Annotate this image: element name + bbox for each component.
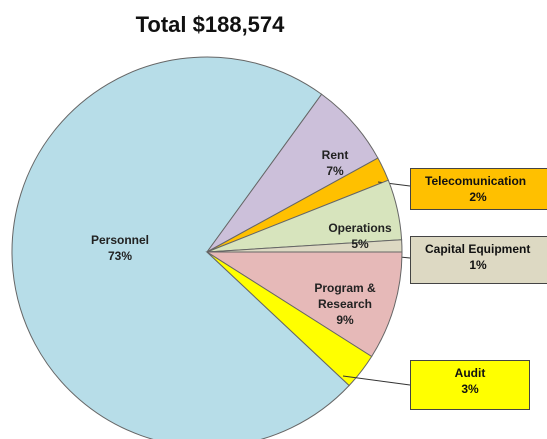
slice-name: Program & Research (314, 281, 376, 311)
slice-label: Program & Research 9% (295, 280, 395, 328)
slice-value: 73% (107, 249, 133, 263)
slice-value: 1% (469, 258, 487, 272)
slice-name: Rent (321, 148, 349, 162)
callout-box: Capital Equipment 1% (410, 236, 547, 284)
slice-label: Rent 7% (305, 147, 365, 179)
slice-name: Audit (454, 366, 486, 380)
slice-value: 9% (336, 313, 354, 327)
slice-label: Personnel 73% (70, 232, 170, 264)
chart-title: Total $188,574 (135, 12, 285, 37)
slice-value: 3% (461, 382, 479, 396)
slice-value: 7% (326, 164, 344, 178)
slice-label: Operations 5% (315, 220, 405, 252)
pie-slice (11, 56, 350, 439)
callout-box: Audit 3% (410, 360, 530, 410)
pie-slice (205, 251, 403, 358)
pie-slice (206, 251, 373, 387)
slice-name: Personnel (90, 233, 150, 247)
slice-name: Operations (328, 221, 392, 235)
slice-name: Telecomunication (425, 174, 527, 188)
callout-line (342, 375, 411, 386)
slice-name: Capital Equipment (425, 242, 531, 256)
slice-value: 2% (469, 190, 487, 204)
slice-value: 5% (351, 237, 369, 251)
callout-box: Telecomunication 2% (410, 168, 547, 210)
